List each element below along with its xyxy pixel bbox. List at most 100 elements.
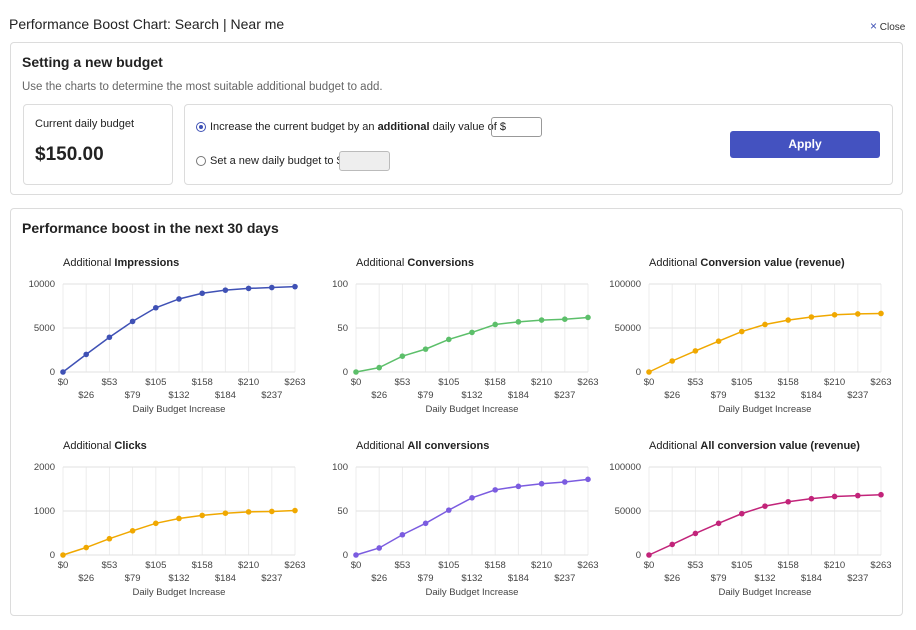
- data-point: [785, 498, 791, 505]
- chart-title: Additional All conversions: [356, 440, 489, 452]
- x-tick-label: $105: [731, 377, 752, 388]
- x-tick-label: $263: [577, 377, 598, 388]
- x-tick-label: $210: [238, 560, 259, 571]
- x-tick-label: $105: [145, 560, 166, 571]
- x-tick-label: $158: [778, 560, 799, 571]
- x-tick-label: $184: [508, 390, 529, 401]
- x-tick-label: $26: [78, 390, 94, 401]
- data-point: [808, 495, 815, 502]
- data-point: [353, 552, 359, 558]
- option-set-label: Set a new daily budget to $: [210, 155, 343, 167]
- x-tick-label: $105: [145, 377, 166, 388]
- data-point: [292, 507, 298, 514]
- data-point: [176, 296, 182, 302]
- y-tick-label: 0: [50, 550, 55, 561]
- x-tick-label: $105: [438, 377, 459, 388]
- y-tick-label: 0: [343, 367, 348, 378]
- data-point: [831, 312, 838, 318]
- x-tick-label: $79: [711, 573, 727, 584]
- data-point: [422, 346, 429, 352]
- x-tick-label: $0: [644, 560, 655, 571]
- current-budget-box: Current daily budget $150.00: [23, 104, 173, 185]
- x-tick-label: $53: [394, 377, 410, 388]
- data-point: [669, 541, 675, 548]
- apply-button[interactable]: Apply: [730, 131, 880, 158]
- data-point: [585, 476, 591, 483]
- x-tick-label: $132: [461, 390, 482, 401]
- y-tick-label: 100000: [609, 462, 641, 473]
- x-tick-label: $0: [58, 560, 69, 571]
- data-point: [538, 317, 545, 323]
- x-tick-label: $79: [711, 390, 727, 401]
- y-tick-label: 50: [337, 323, 348, 334]
- x-tick-label: $132: [168, 390, 189, 401]
- x-tick-label: $210: [824, 377, 845, 388]
- x-tick-label: $263: [284, 560, 305, 571]
- x-axis-label: Daily Budget Increase: [426, 404, 519, 415]
- chart: Additional Conversion value (revenue) $0 $…: [609, 257, 891, 415]
- data-point: [399, 531, 406, 538]
- x-axis-label: Daily Budget Increase: [426, 587, 519, 598]
- title-lead: Additional: [356, 440, 404, 452]
- panel-title: Setting a new budget: [22, 54, 163, 70]
- x-tick-label: $237: [847, 573, 868, 584]
- title-lead: Additional: [649, 440, 697, 452]
- x-tick-label: $263: [577, 560, 598, 571]
- current-value: $150.00: [35, 144, 104, 165]
- data-point: [469, 329, 475, 336]
- data-point: [376, 364, 382, 371]
- data-point: [106, 535, 113, 542]
- title-emphasis: All conversion value (revenue): [700, 440, 860, 452]
- data-point: [492, 321, 498, 328]
- data-point: [808, 314, 815, 320]
- y-tick-label: 50000: [615, 506, 641, 517]
- x-tick-label: $158: [192, 377, 213, 388]
- data-point: [199, 512, 205, 519]
- x-tick-label: $237: [554, 573, 575, 584]
- data-point: [446, 507, 452, 513]
- data-point: [269, 508, 275, 515]
- y-tick-label: 0: [636, 550, 641, 561]
- data-point: [353, 369, 359, 375]
- y-tick-label: 10000: [29, 279, 55, 290]
- data-point: [153, 304, 159, 311]
- chart-title: Additional Conversions: [356, 257, 474, 269]
- x-tick-label: $132: [754, 573, 775, 584]
- chart-title: Additional Impressions: [63, 257, 179, 269]
- x-tick-label: $26: [664, 390, 680, 401]
- x-axis-label: Daily Budget Increase: [719, 404, 812, 415]
- data-point: [739, 328, 745, 335]
- x-tick-label: $184: [801, 573, 822, 584]
- x-tick-label: $132: [754, 390, 775, 401]
- x-tick-label: $158: [192, 560, 213, 571]
- data-point: [269, 284, 275, 291]
- y-tick-label: 0: [636, 367, 641, 378]
- data-point: [646, 552, 652, 558]
- data-point: [245, 509, 252, 515]
- data-point: [831, 493, 838, 500]
- x-tick-label: $263: [870, 377, 891, 388]
- data-point: [715, 520, 722, 527]
- set-input[interactable]: [339, 151, 390, 171]
- x-tick-label: $158: [778, 377, 799, 388]
- chart: Additional Clicks $0 $26 $53 $79 $105$132$158…: [34, 440, 306, 598]
- x-tick-label: $237: [554, 390, 575, 401]
- y-tick-label: 0: [50, 367, 55, 378]
- close-button[interactable]: × Close: [870, 19, 906, 33]
- chart: Additional Impressions $0 $26 $53 $79 $105$13…: [29, 257, 306, 415]
- page-title: Performance Boost Chart: Search | Near m…: [9, 16, 285, 32]
- option-set[interactable]: Set a new daily budget to $: [196, 155, 343, 167]
- option-increase[interactable]: Increase the current budget by an additi…: [196, 121, 506, 133]
- x-tick-label: $184: [801, 390, 822, 401]
- x-tick-label: $184: [508, 573, 529, 584]
- title-lead: Additional: [63, 257, 111, 269]
- x-tick-label: $0: [58, 377, 69, 388]
- options-box: Increase the current budget by an additi…: [184, 104, 893, 185]
- chart: Additional All conversion value (revenue…: [609, 440, 891, 598]
- data-point: [422, 520, 429, 527]
- x-tick-label: $263: [870, 560, 891, 571]
- x-tick-label: $53: [687, 560, 703, 571]
- x-tick-label: $237: [261, 573, 282, 584]
- increase-input[interactable]: [491, 117, 542, 137]
- title-emphasis: All conversions: [407, 440, 489, 452]
